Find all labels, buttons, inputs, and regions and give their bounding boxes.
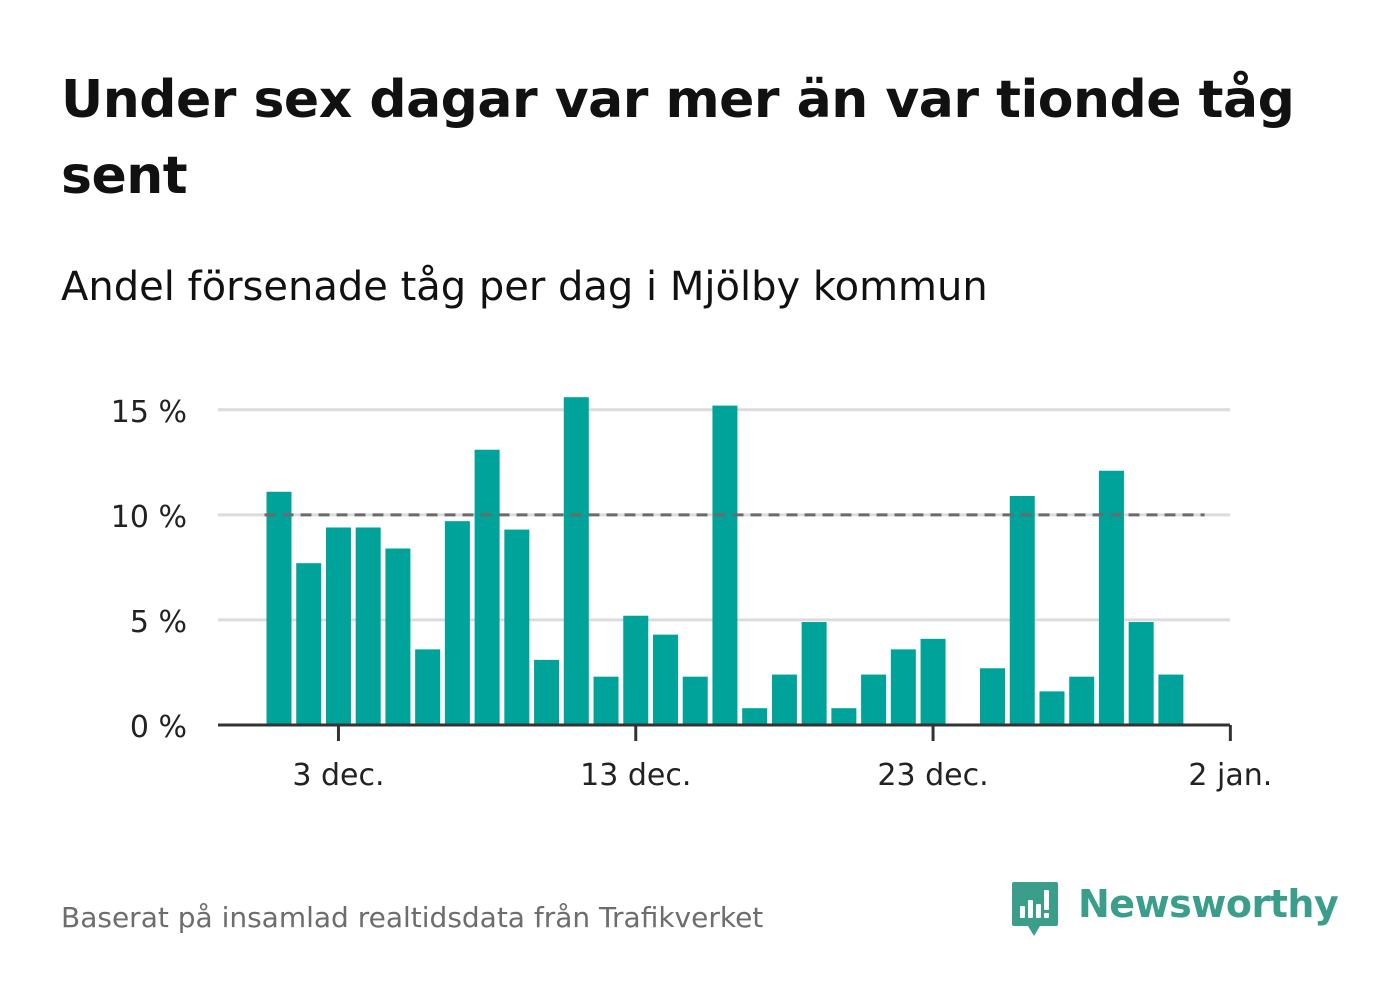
- x-axis: [218, 723, 1232, 741]
- brand-logo: Newsworthy: [1010, 880, 1339, 940]
- chart-subtitle: Andel försenade tåg per dag i Mjölby kom…: [61, 264, 988, 310]
- bar: [682, 676, 708, 725]
- bar: [980, 668, 1006, 725]
- bar: [563, 397, 589, 725]
- bar: [920, 638, 946, 725]
- y-tick-label: 5 %: [130, 605, 187, 640]
- bar: [296, 563, 322, 725]
- bar: [1158, 674, 1184, 725]
- bar: [266, 491, 292, 725]
- bar: [474, 449, 500, 725]
- bar: [1069, 676, 1095, 725]
- chart-title: Under sex dagar var mer än var tionde tå…: [61, 70, 1295, 206]
- bar: [325, 527, 351, 725]
- x-tick-label: 3 dec.: [292, 758, 384, 793]
- bar: [742, 708, 768, 725]
- bar: [831, 708, 857, 725]
- x-tick-label: 23 dec.: [877, 758, 988, 793]
- bar: [593, 676, 619, 725]
- bar: [534, 659, 560, 725]
- y-tick-label: 0 %: [130, 710, 187, 745]
- bar: [712, 405, 738, 725]
- bar: [652, 634, 678, 725]
- x-tick-label: 2 jan.: [1188, 758, 1272, 793]
- newsworthy-logo-icon: [1012, 882, 1058, 936]
- bar: [385, 548, 411, 725]
- brand-name: Newsworthy: [1078, 882, 1339, 926]
- bar: [623, 615, 649, 725]
- bar: [890, 649, 916, 725]
- bar: [355, 527, 381, 725]
- y-tick-label: 15 %: [111, 395, 187, 430]
- bar-chart: 0 % 5 % 10 % 15 % 3 dec. 13 dec. 23 dec. 2 jan…: [111, 395, 1273, 793]
- bar: [801, 622, 827, 725]
- bar: [444, 521, 470, 725]
- bar: [1128, 622, 1154, 725]
- x-axis-tick-labels: 3 dec. 13 dec. 23 dec. 2 jan.: [292, 758, 1272, 793]
- bar: [771, 674, 797, 725]
- bar: [1009, 495, 1035, 725]
- x-tick-label: 13 dec.: [580, 758, 691, 793]
- bar: [861, 674, 887, 725]
- source-note: Baserat på insamlad realtidsdata från Tr…: [61, 901, 764, 934]
- y-axis-tick-labels: 0 % 5 % 10 % 15 %: [111, 395, 187, 745]
- bar: [415, 649, 441, 725]
- bars: [266, 397, 1184, 725]
- bar: [504, 529, 530, 725]
- bar: [1098, 470, 1124, 725]
- y-tick-label: 10 %: [111, 500, 187, 535]
- bar: [1039, 691, 1065, 725]
